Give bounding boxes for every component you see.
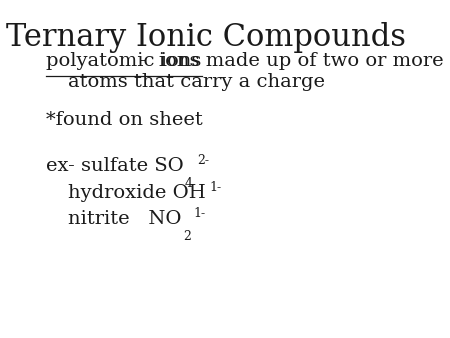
Text: nitrite   NO: nitrite NO: [68, 210, 182, 228]
Text: ex- sulfate SO: ex- sulfate SO: [45, 158, 183, 175]
Text: 1-: 1-: [209, 180, 221, 194]
Text: polyatomic ions: polyatomic ions: [45, 52, 201, 70]
Text: 2: 2: [183, 230, 191, 243]
Text: *found on sheet: *found on sheet: [45, 111, 202, 129]
Text: 4: 4: [184, 177, 193, 190]
Text: -  ions made up of two or more: - ions made up of two or more: [45, 52, 443, 70]
Text: 2-: 2-: [197, 154, 209, 167]
Text: hydroxide OH: hydroxide OH: [68, 184, 206, 202]
Text: 1-: 1-: [194, 207, 206, 220]
Text: atoms that carry a charge: atoms that carry a charge: [68, 73, 325, 91]
Text: Ternary Ionic Compounds: Ternary Ionic Compounds: [5, 22, 405, 53]
